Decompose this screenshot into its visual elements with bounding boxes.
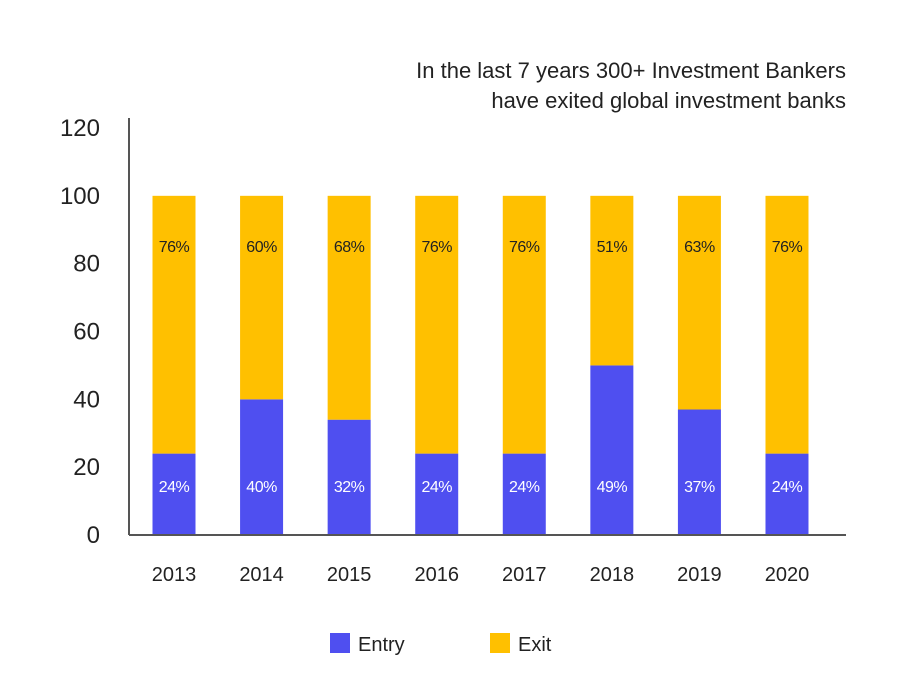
bars-group bbox=[152, 195, 809, 535]
bar-label-exit-2018: 51% bbox=[597, 239, 628, 256]
bar-exit-2013 bbox=[152, 195, 196, 454]
legend-label-entry: Entry bbox=[358, 634, 405, 656]
chart-title-line-2: have exited global investment banks bbox=[491, 88, 846, 113]
legend-label-exit: Exit bbox=[518, 634, 552, 656]
y-tick-label-0: 0 bbox=[87, 522, 100, 549]
bar-label-exit-2014: 60% bbox=[246, 239, 277, 256]
bar-label-entry-2017: 24% bbox=[509, 479, 540, 496]
y-tick-label-40: 40 bbox=[73, 386, 100, 413]
bar-exit-2020 bbox=[765, 195, 809, 454]
bar-label-entry-2015: 32% bbox=[334, 479, 365, 496]
bar-exit-2019 bbox=[677, 195, 721, 410]
bar-labels-group: 24% 76% 40% 60% 32% 68% 24% 76% 24% 76% 49% 51% 37% 6… bbox=[159, 239, 803, 496]
y-tick-label-120: 120 bbox=[60, 115, 100, 142]
legend-swatch-entry bbox=[330, 633, 350, 653]
bar-label-entry-2014: 40% bbox=[246, 479, 277, 496]
bar-label-exit-2016: 76% bbox=[421, 239, 452, 256]
y-tick-label-20: 20 bbox=[73, 454, 100, 481]
bar-label-exit-2019: 63% bbox=[684, 239, 715, 256]
bar-label-entry-2018: 49% bbox=[597, 479, 628, 496]
bar-entry-2018 bbox=[590, 365, 634, 535]
bar-entry-2013 bbox=[152, 453, 196, 535]
y-tick-label-80: 80 bbox=[73, 251, 100, 278]
legend-swatch-exit bbox=[490, 633, 510, 653]
bar-entry-2020 bbox=[765, 453, 809, 535]
y-axis-ticks: 0 20 40 60 80 100 120 bbox=[60, 115, 100, 549]
bar-label-exit-2015: 68% bbox=[334, 239, 365, 256]
bar-entry-2015 bbox=[327, 419, 371, 535]
x-tick-label-2018: 2018 bbox=[590, 564, 635, 586]
bar-entry-2014 bbox=[240, 399, 284, 535]
x-tick-label-2019: 2019 bbox=[677, 564, 722, 586]
x-tick-label-2013: 2013 bbox=[152, 564, 197, 586]
x-tick-label-2020: 2020 bbox=[765, 564, 810, 586]
bar-label-exit-2013: 76% bbox=[159, 239, 190, 256]
y-tick-label-100: 100 bbox=[60, 183, 100, 210]
x-tick-label-2017: 2017 bbox=[502, 564, 547, 586]
bar-exit-2016 bbox=[415, 195, 459, 454]
bar-exit-2018 bbox=[590, 195, 634, 366]
x-axis-ticks: 2013 2014 2015 2016 2017 2018 2019 2020 bbox=[152, 564, 809, 586]
bar-entry-2017 bbox=[502, 453, 546, 535]
x-tick-label-2014: 2014 bbox=[239, 564, 284, 586]
chart-title-line-1: In the last 7 years 300+ Investment Bank… bbox=[416, 58, 846, 83]
bar-label-exit-2020: 76% bbox=[772, 239, 803, 256]
legend: Entry Exit bbox=[330, 633, 552, 656]
bar-label-entry-2013: 24% bbox=[159, 479, 190, 496]
y-tick-label-60: 60 bbox=[73, 319, 100, 346]
bar-label-entry-2020: 24% bbox=[772, 479, 803, 496]
bar-entry-2019 bbox=[677, 409, 721, 535]
bar-entry-2016 bbox=[415, 453, 459, 535]
bar-exit-2014 bbox=[240, 195, 284, 400]
bar-label-exit-2017: 76% bbox=[509, 239, 540, 256]
bar-label-entry-2019: 37% bbox=[684, 479, 715, 496]
bar-label-entry-2016: 24% bbox=[421, 479, 452, 496]
bar-exit-2015 bbox=[327, 195, 371, 420]
x-tick-label-2016: 2016 bbox=[414, 564, 459, 586]
x-tick-label-2015: 2015 bbox=[327, 564, 372, 586]
bar-exit-2017 bbox=[502, 195, 546, 454]
